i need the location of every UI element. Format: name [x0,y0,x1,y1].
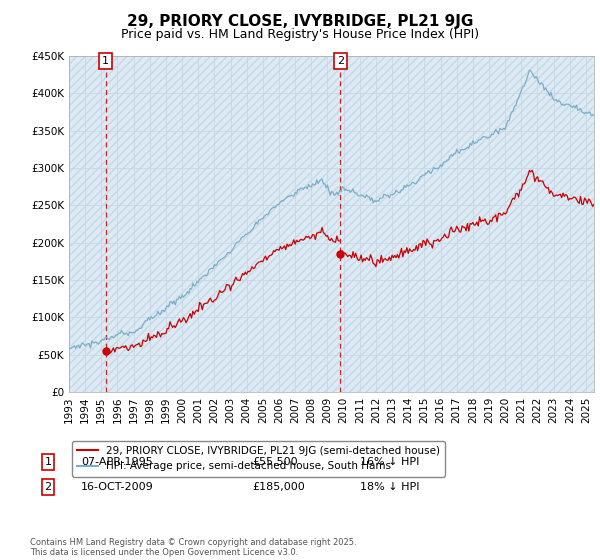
Legend: 29, PRIORY CLOSE, IVYBRIDGE, PL21 9JG (semi-detached house), HPI: Average price,: 29, PRIORY CLOSE, IVYBRIDGE, PL21 9JG (s… [71,441,445,477]
Text: 1: 1 [102,56,109,66]
Text: 29, PRIORY CLOSE, IVYBRIDGE, PL21 9JG: 29, PRIORY CLOSE, IVYBRIDGE, PL21 9JG [127,14,473,29]
Text: 2: 2 [337,56,344,66]
Text: 2: 2 [44,482,52,492]
Text: 1: 1 [44,457,52,467]
Text: 16% ↓ HPI: 16% ↓ HPI [360,457,419,467]
Text: 07-APR-1995: 07-APR-1995 [81,457,153,467]
Text: £55,500: £55,500 [252,457,298,467]
Text: Price paid vs. HM Land Registry's House Price Index (HPI): Price paid vs. HM Land Registry's House … [121,28,479,41]
Text: 18% ↓ HPI: 18% ↓ HPI [360,482,419,492]
Text: £185,000: £185,000 [252,482,305,492]
Text: 16-OCT-2009: 16-OCT-2009 [81,482,154,492]
Text: Contains HM Land Registry data © Crown copyright and database right 2025.
This d: Contains HM Land Registry data © Crown c… [30,538,356,557]
